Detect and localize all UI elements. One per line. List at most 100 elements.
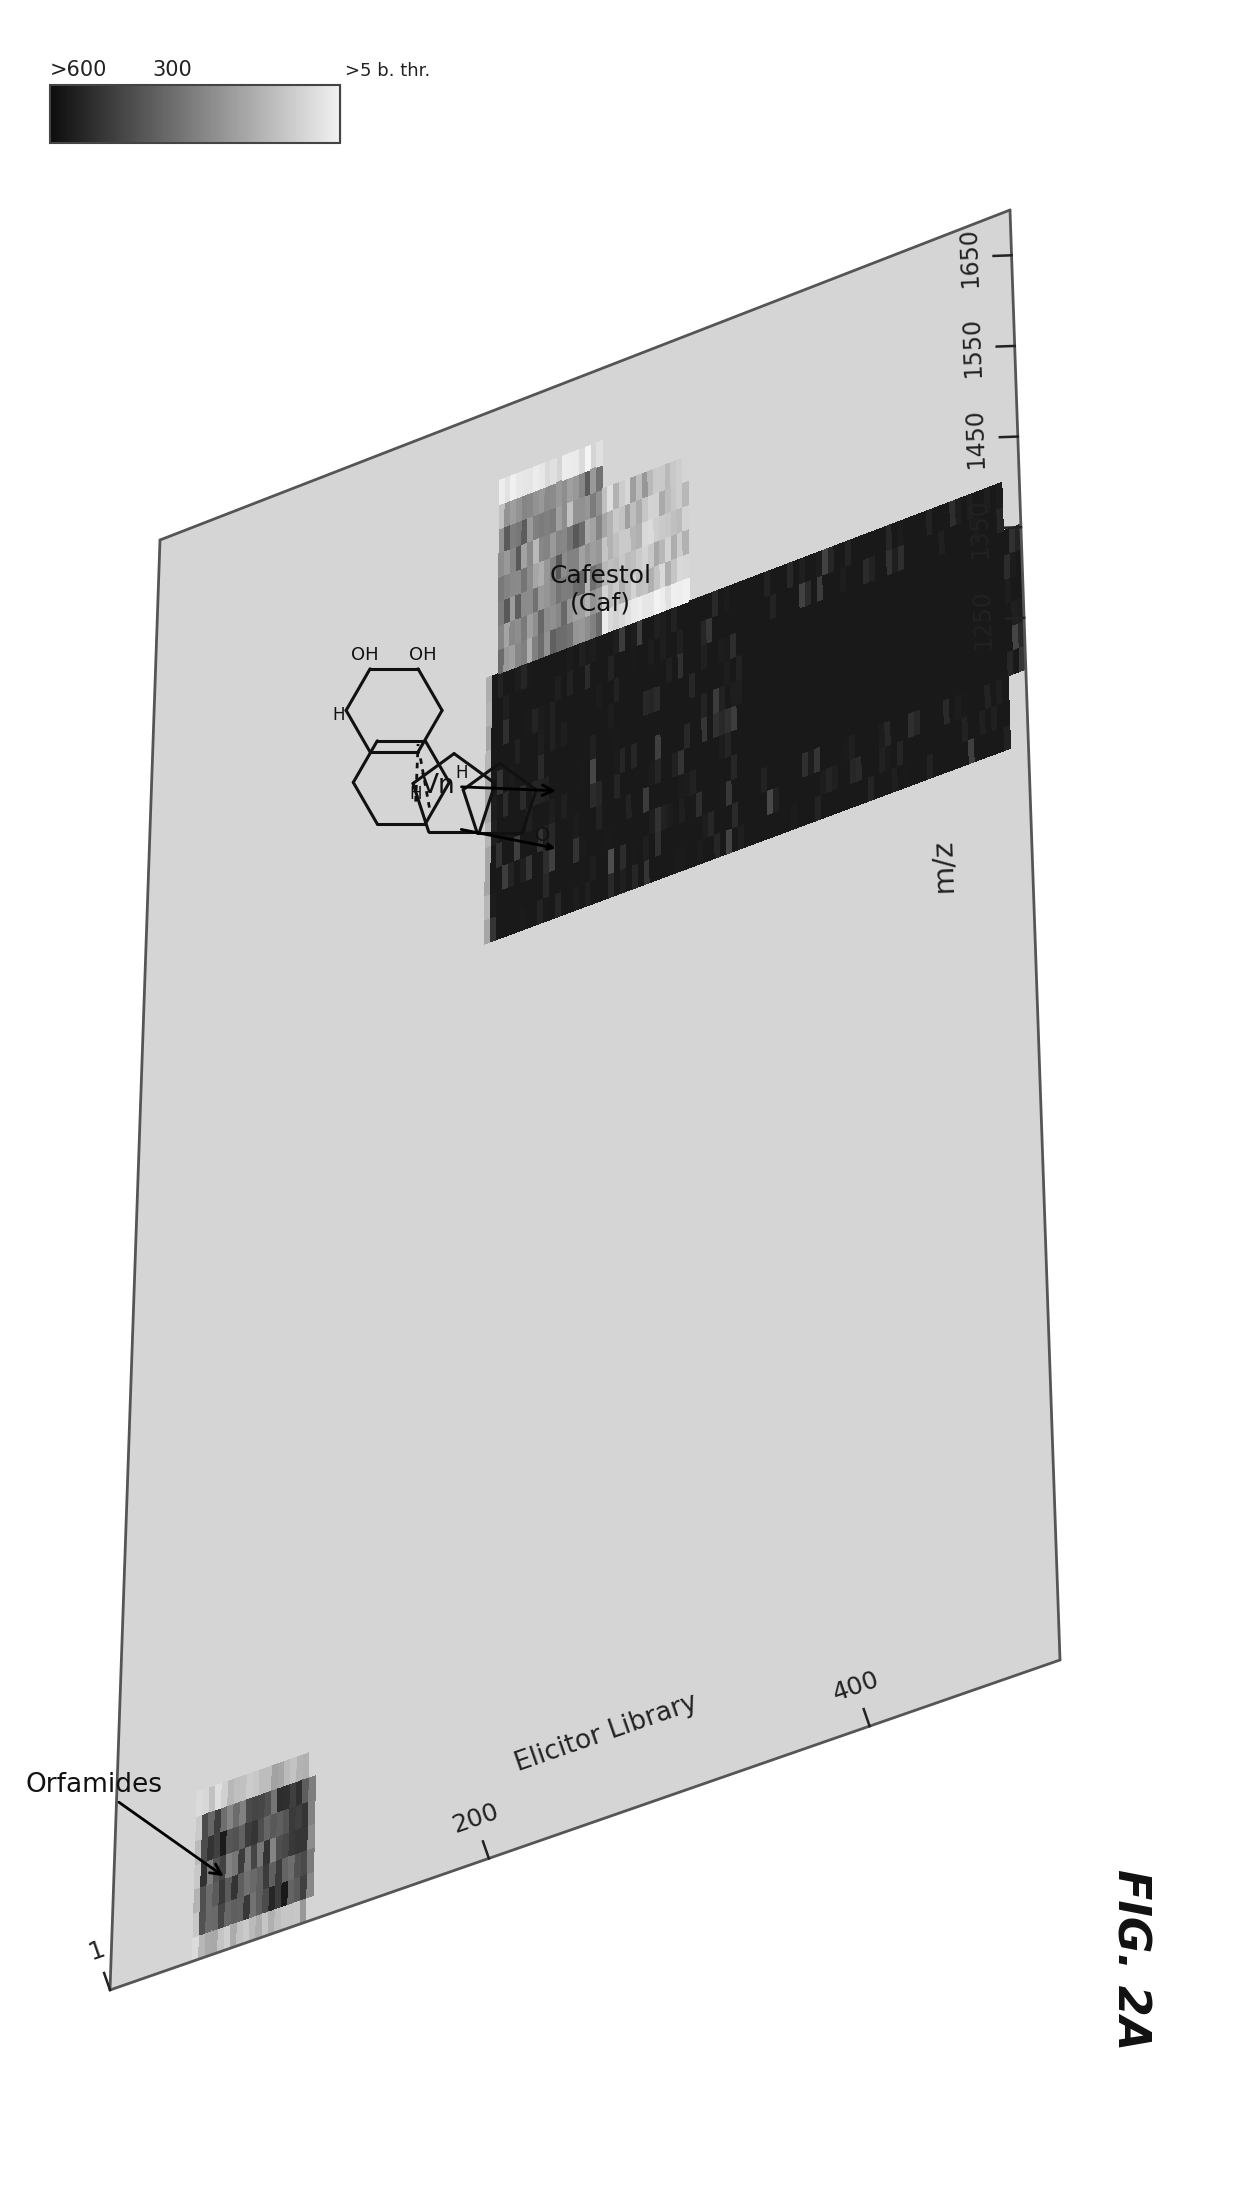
Polygon shape [906, 664, 914, 688]
Polygon shape [614, 483, 620, 509]
Bar [238, 86, 241, 143]
Bar [310, 86, 311, 143]
Polygon shape [631, 476, 636, 503]
Polygon shape [724, 587, 730, 613]
Bar [120, 86, 122, 143]
Polygon shape [290, 1782, 296, 1808]
Polygon shape [748, 626, 754, 653]
Polygon shape [596, 730, 603, 756]
Polygon shape [841, 615, 847, 642]
Polygon shape [742, 604, 748, 631]
Polygon shape [551, 580, 557, 606]
Polygon shape [773, 761, 779, 787]
Polygon shape [637, 787, 644, 814]
Polygon shape [296, 1755, 304, 1782]
Polygon shape [591, 805, 596, 831]
Polygon shape [615, 845, 620, 871]
Polygon shape [497, 864, 502, 891]
Polygon shape [877, 650, 884, 677]
Polygon shape [556, 650, 562, 677]
Polygon shape [562, 527, 568, 553]
Polygon shape [637, 763, 644, 789]
Polygon shape [866, 655, 872, 679]
Bar [317, 86, 319, 143]
Bar [103, 86, 104, 143]
Polygon shape [812, 602, 818, 628]
Polygon shape [832, 739, 838, 765]
Polygon shape [508, 787, 515, 814]
Polygon shape [714, 734, 720, 761]
Bar [64, 86, 67, 143]
Polygon shape [823, 598, 830, 624]
Bar [84, 86, 86, 143]
Polygon shape [539, 487, 546, 514]
Bar [275, 86, 278, 143]
Polygon shape [750, 818, 756, 845]
Polygon shape [573, 836, 579, 862]
Polygon shape [516, 520, 522, 547]
Bar [268, 86, 269, 143]
Polygon shape [918, 611, 924, 637]
Polygon shape [936, 653, 942, 677]
Bar [212, 86, 215, 143]
Polygon shape [920, 730, 928, 756]
Polygon shape [544, 725, 551, 752]
Polygon shape [626, 864, 632, 891]
Polygon shape [596, 635, 603, 662]
Polygon shape [882, 576, 888, 602]
Polygon shape [660, 490, 666, 516]
Polygon shape [521, 688, 527, 714]
Polygon shape [827, 789, 833, 816]
Bar [334, 86, 336, 143]
Polygon shape [527, 613, 533, 639]
Polygon shape [198, 1934, 206, 1960]
Text: 1: 1 [84, 1936, 108, 1965]
Bar [61, 86, 63, 143]
Polygon shape [837, 712, 843, 739]
Polygon shape [887, 525, 893, 551]
Polygon shape [667, 728, 673, 754]
Polygon shape [770, 569, 776, 595]
Polygon shape [872, 653, 878, 677]
Polygon shape [219, 1854, 227, 1881]
Polygon shape [661, 706, 667, 732]
Bar [155, 86, 157, 143]
Bar [122, 86, 124, 143]
Bar [162, 86, 165, 143]
Polygon shape [944, 721, 951, 747]
Polygon shape [562, 767, 568, 794]
Polygon shape [981, 562, 987, 589]
Polygon shape [945, 527, 951, 553]
Polygon shape [900, 642, 906, 668]
Polygon shape [510, 763, 515, 789]
Polygon shape [862, 728, 868, 754]
Bar [272, 86, 273, 143]
Polygon shape [720, 805, 727, 831]
Polygon shape [503, 695, 510, 721]
Bar [89, 86, 92, 143]
Polygon shape [591, 829, 596, 856]
Polygon shape [702, 739, 708, 765]
Polygon shape [485, 917, 491, 944]
Polygon shape [671, 485, 677, 512]
Bar [305, 86, 308, 143]
Polygon shape [288, 1903, 294, 1929]
Polygon shape [935, 604, 941, 631]
Bar [131, 86, 134, 143]
Bar [159, 86, 161, 143]
Polygon shape [289, 1806, 296, 1832]
Polygon shape [632, 765, 637, 792]
Polygon shape [308, 1824, 315, 1850]
Polygon shape [930, 631, 936, 657]
Polygon shape [898, 520, 904, 547]
Bar [303, 86, 305, 143]
Polygon shape [250, 1892, 257, 1918]
Polygon shape [241, 1775, 247, 1801]
Polygon shape [562, 792, 568, 818]
Polygon shape [962, 520, 968, 547]
Polygon shape [777, 639, 784, 666]
Polygon shape [496, 913, 502, 939]
Polygon shape [526, 853, 532, 880]
Bar [278, 86, 279, 143]
Bar [339, 86, 340, 143]
